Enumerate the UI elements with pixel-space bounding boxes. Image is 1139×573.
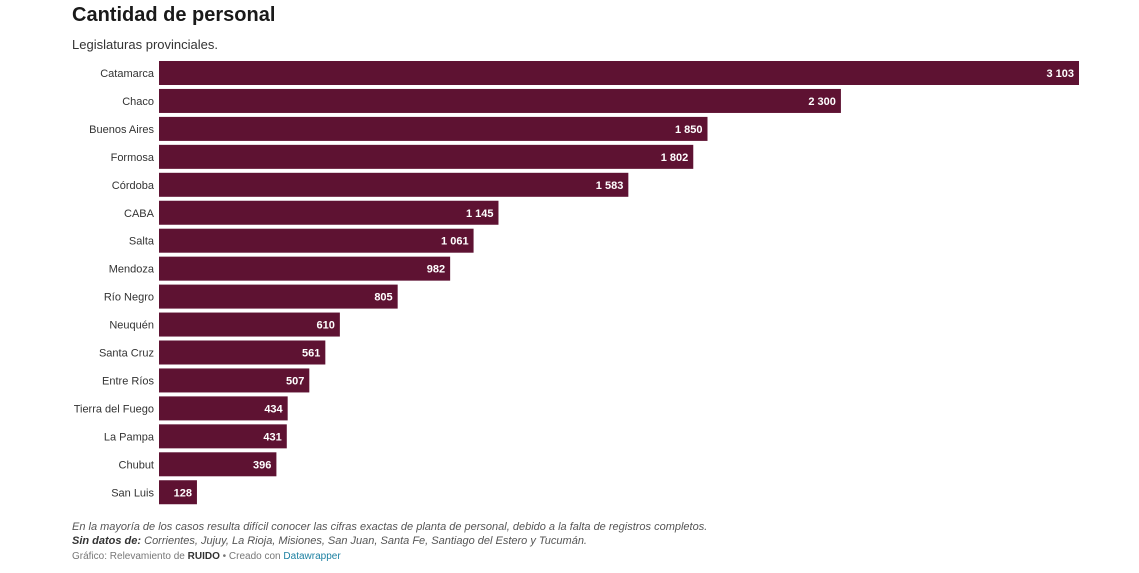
bar-value-label: 1 145 xyxy=(466,208,494,220)
bar-value-label: 1 850 xyxy=(675,124,703,136)
bar[interactable] xyxy=(159,480,197,505)
category-label: Córdoba xyxy=(112,180,155,192)
bar-value-label: 128 xyxy=(174,487,192,499)
datawrapper-link[interactable]: Datawrapper xyxy=(283,551,341,562)
bar[interactable] xyxy=(159,144,694,169)
bar-value-label: 1 802 xyxy=(661,152,689,164)
bar[interactable] xyxy=(159,200,499,225)
bar-chart: Catamarca 3 103 Chaco 2 300 Buenos Aires 1 85… xyxy=(74,61,1079,505)
missing-data-label: Sin datos de: xyxy=(72,534,142,547)
source-prefix: Gráfico: Relevamiento de xyxy=(72,551,188,562)
bar[interactable] xyxy=(159,116,708,141)
chart-notes: En la mayoría de los casos resulta difíc… xyxy=(72,521,707,548)
category-label: Chubut xyxy=(119,459,154,471)
missing-data-note: Sin datos de: Corrientes, Jujuy, La Rioj… xyxy=(72,535,707,549)
category-label: Buenos Aires xyxy=(89,124,154,136)
bar-value-label: 982 xyxy=(427,264,445,276)
category-label: CABA xyxy=(124,208,155,220)
note-text: En la mayoría de los casos resulta difíc… xyxy=(72,521,708,533)
category-label: Catamarca xyxy=(100,68,155,80)
bar[interactable] xyxy=(159,452,277,477)
missing-data-list: Corrientes, Jujuy, La Rioja, Misiones, S… xyxy=(141,534,587,547)
category-label: Formosa xyxy=(111,152,155,164)
chart-subtitle: Legislaturas provinciales. xyxy=(72,37,218,52)
category-label: San Luis xyxy=(111,487,154,499)
bar[interactable] xyxy=(159,368,310,393)
bar[interactable] xyxy=(159,312,340,337)
bar[interactable] xyxy=(159,61,1079,85)
category-label: La Pampa xyxy=(104,431,155,443)
category-label: Tierra del Fuego xyxy=(74,403,154,415)
bar[interactable] xyxy=(159,284,398,309)
chart-credit: Gráfico: Relevamiento de RUIDO • Creado … xyxy=(72,551,341,562)
created-prefix: • Creado con xyxy=(219,551,284,562)
category-label: Entre Ríos xyxy=(102,375,154,387)
category-label: Mendoza xyxy=(109,264,155,276)
bar-value-label: 396 xyxy=(253,459,271,471)
bar[interactable] xyxy=(159,172,629,197)
chart-title: Cantidad de personal xyxy=(72,4,276,26)
bar-value-label: 3 103 xyxy=(1046,68,1074,80)
bar-value-label: 561 xyxy=(302,348,320,360)
bar[interactable] xyxy=(159,340,326,365)
source-name: RUIDO xyxy=(187,551,220,562)
bar-value-label: 805 xyxy=(374,292,392,304)
bar[interactable] xyxy=(159,396,288,421)
category-label: Santa Cruz xyxy=(99,348,154,360)
category-label: Chaco xyxy=(122,96,154,108)
bar-value-label: 1 061 xyxy=(441,236,469,248)
bar-value-label: 610 xyxy=(316,320,334,332)
bar[interactable] xyxy=(159,88,841,113)
bar-value-label: 431 xyxy=(263,431,281,443)
category-label: Neuquén xyxy=(109,320,154,332)
category-label: Río Negro xyxy=(104,292,154,304)
bar-value-label: 507 xyxy=(286,375,304,387)
bar[interactable] xyxy=(159,256,451,281)
bar-value-label: 434 xyxy=(264,403,283,415)
category-label: Salta xyxy=(129,236,155,248)
bar-value-label: 1 583 xyxy=(596,180,624,192)
bar-value-label: 2 300 xyxy=(808,96,836,108)
bar[interactable] xyxy=(159,228,474,253)
bar[interactable] xyxy=(159,424,287,449)
